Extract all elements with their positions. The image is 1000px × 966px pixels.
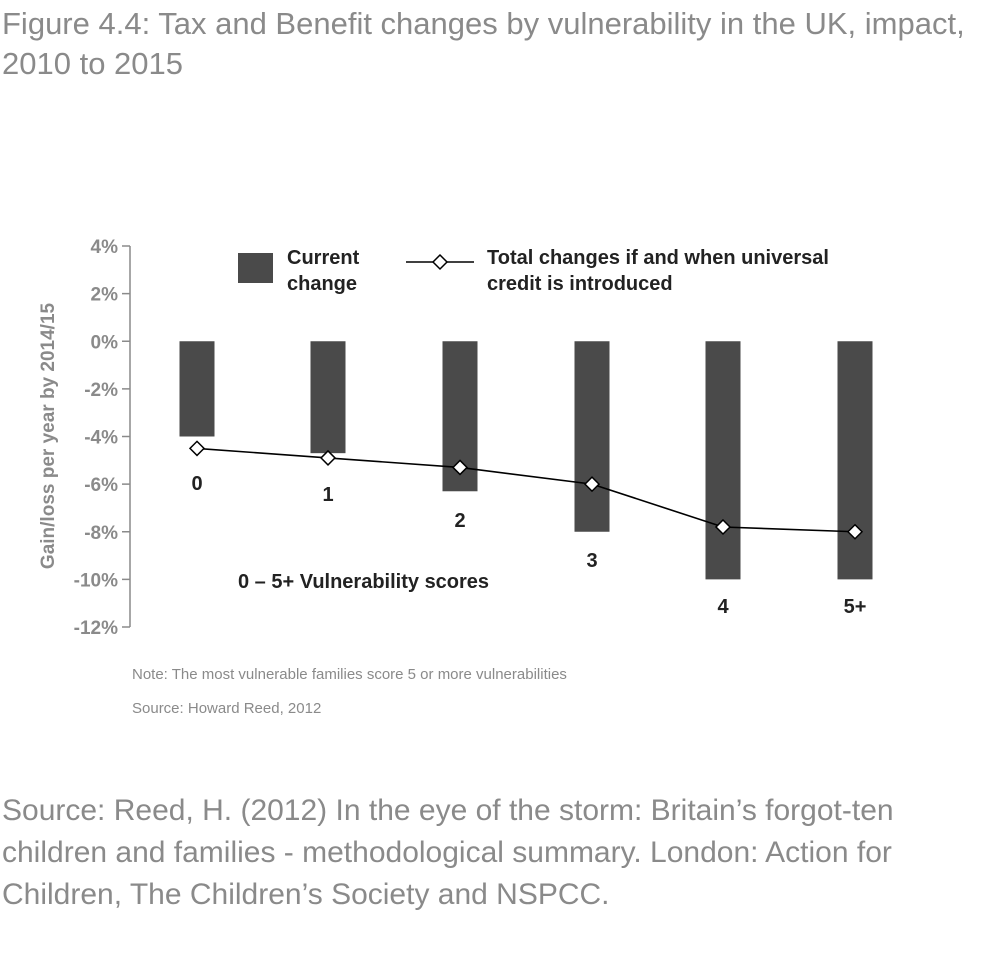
y-tick-label: -4% bbox=[84, 428, 118, 449]
vulnerability-scores-annotation: 0 – 5+ Vulnerability scores bbox=[238, 571, 489, 593]
category-label: 1 bbox=[322, 484, 333, 506]
y-axis-title: Gain/loss per year by 2014/15 bbox=[38, 302, 59, 569]
legend-bar-label-line1: Current bbox=[287, 247, 360, 269]
category-label: 3 bbox=[586, 550, 597, 572]
chart-note: Note: The most vulnerable families score… bbox=[132, 666, 567, 683]
category-label: 5+ bbox=[844, 596, 867, 618]
y-tick-label: -6% bbox=[84, 475, 118, 496]
line-point-diamond bbox=[846, 523, 864, 540]
line-point-diamond bbox=[714, 518, 732, 536]
line-point-diamond bbox=[188, 440, 206, 457]
legend-line-label-line1: Total changes if and when universal bbox=[487, 247, 829, 269]
y-tick-label: 4% bbox=[91, 237, 119, 258]
figure-title: Figure 4.4: Tax and Benefit changes by v… bbox=[2, 6, 965, 81]
y-tick-label: -2% bbox=[84, 380, 118, 401]
bar bbox=[179, 341, 215, 437]
y-tick-label: 2% bbox=[91, 285, 119, 306]
bar bbox=[574, 341, 610, 532]
legend-line-label-line2: credit is introduced bbox=[487, 273, 673, 295]
bar bbox=[837, 341, 873, 580]
category-label: 0 bbox=[191, 473, 202, 495]
legend-bar-swatch bbox=[238, 253, 273, 283]
bar bbox=[705, 341, 741, 580]
y-tick-label: 0% bbox=[91, 332, 119, 353]
y-tick-label: -12% bbox=[74, 618, 118, 639]
y-tick-label: -8% bbox=[84, 523, 118, 544]
legend-line-diamond bbox=[431, 253, 449, 271]
bar bbox=[310, 341, 346, 454]
line-series bbox=[196, 447, 856, 533]
line-point-diamond bbox=[583, 476, 601, 493]
legend-bar-label-line2: change bbox=[287, 273, 357, 295]
line-point-diamond bbox=[451, 459, 469, 476]
chart-source: Source: Howard Reed, 2012 bbox=[132, 700, 321, 717]
y-tick-label: -10% bbox=[74, 570, 118, 591]
category-label: 2 bbox=[454, 510, 465, 532]
category-label: 4 bbox=[717, 596, 729, 618]
bottom-source-citation: Source: Reed, H. (2012) In the eye of th… bbox=[2, 794, 894, 911]
line-point-diamond bbox=[319, 449, 337, 466]
